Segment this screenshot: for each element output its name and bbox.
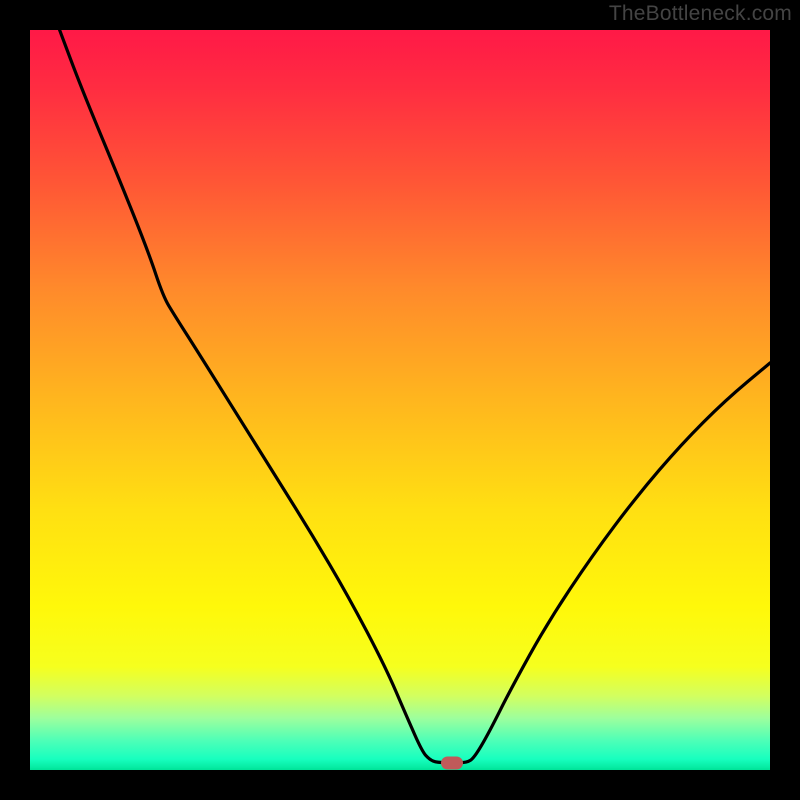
plot-area [30, 30, 770, 770]
optimal-marker [441, 756, 463, 769]
bottleneck-curve [30, 30, 770, 770]
watermark-text: TheBottleneck.com [609, 2, 792, 26]
